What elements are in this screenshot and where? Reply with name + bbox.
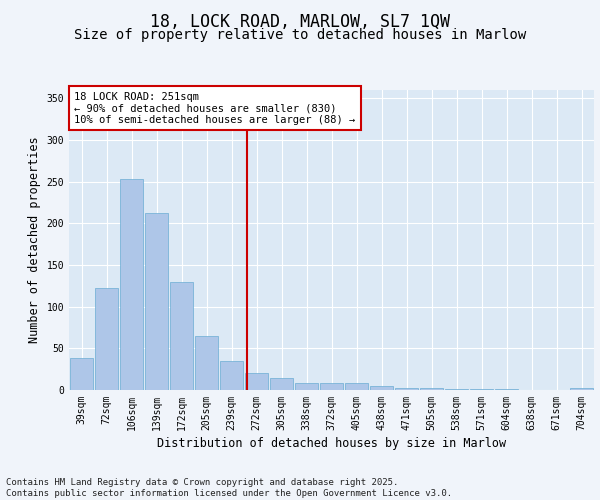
Bar: [95, 288, 118, 390]
Bar: [445, 389, 469, 390]
Bar: [194, 336, 218, 390]
Bar: [119, 179, 143, 390]
Text: Contains HM Land Registry data © Crown copyright and database right 2025.
Contai: Contains HM Land Registry data © Crown c…: [6, 478, 452, 498]
Bar: [220, 361, 244, 390]
X-axis label: Distribution of detached houses by size in Marlow: Distribution of detached houses by size …: [157, 437, 506, 450]
Bar: [419, 388, 443, 390]
Text: Size of property relative to detached houses in Marlow: Size of property relative to detached ho…: [74, 28, 526, 42]
Y-axis label: Number of detached properties: Number of detached properties: [28, 136, 41, 344]
Bar: [295, 382, 319, 390]
Bar: [370, 386, 394, 390]
Bar: [470, 389, 493, 390]
Bar: [494, 389, 518, 390]
Bar: [70, 358, 94, 390]
Bar: [569, 388, 593, 390]
Bar: [145, 212, 169, 390]
Bar: [395, 388, 418, 390]
Bar: [344, 382, 368, 390]
Bar: [245, 374, 268, 390]
Bar: [269, 378, 293, 390]
Text: 18, LOCK ROAD, MARLOW, SL7 1QW: 18, LOCK ROAD, MARLOW, SL7 1QW: [150, 12, 450, 30]
Text: 18 LOCK ROAD: 251sqm
← 90% of detached houses are smaller (830)
10% of semi-deta: 18 LOCK ROAD: 251sqm ← 90% of detached h…: [74, 92, 355, 124]
Bar: [320, 382, 343, 390]
Bar: [170, 282, 193, 390]
